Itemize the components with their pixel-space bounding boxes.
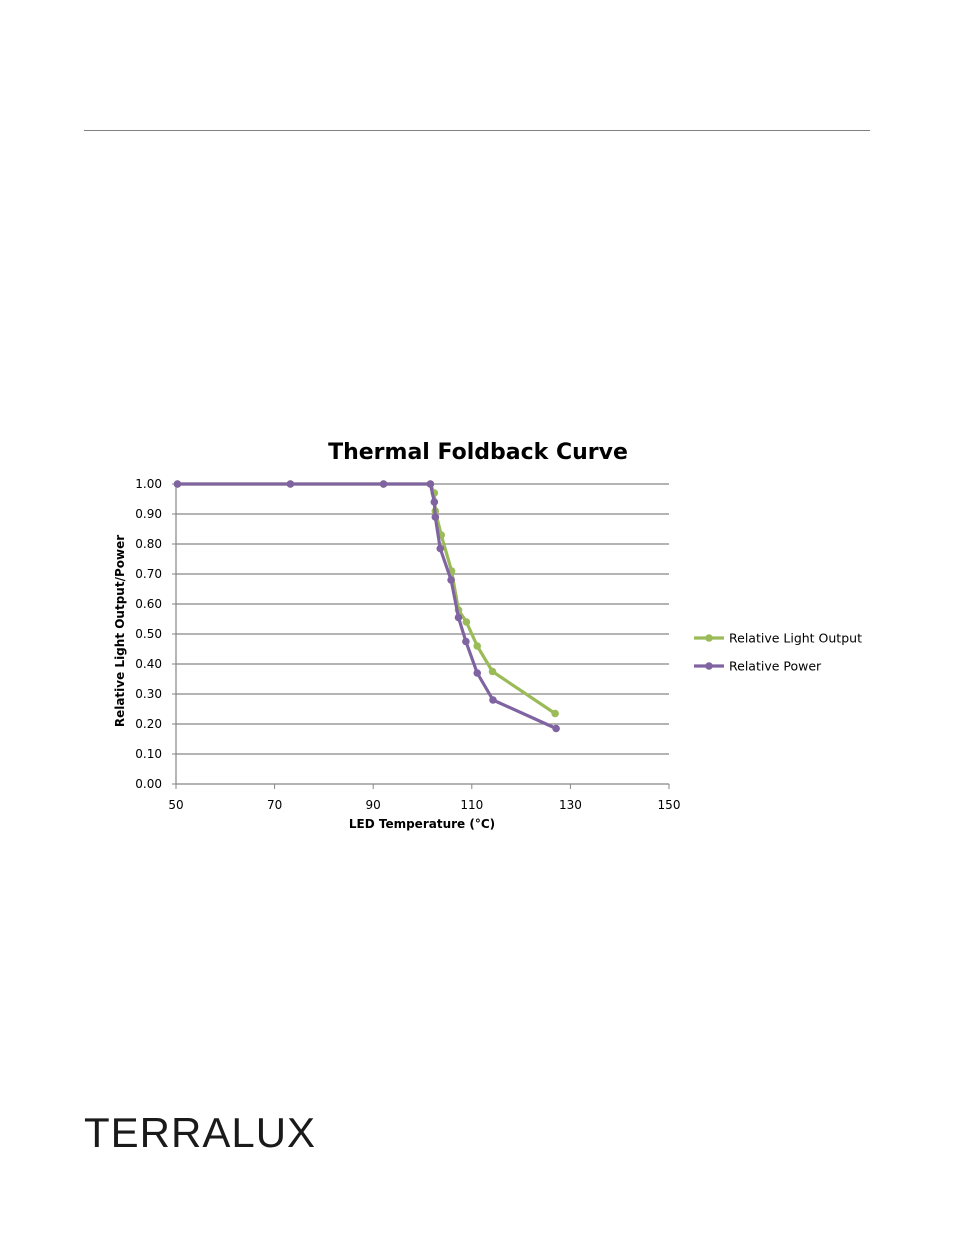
y-tick-labels: 0.00 0.10 0.20 0.30 0.40 0.50 0.60 0.70 0.80 0.90… [135, 477, 162, 791]
series-line [175, 482, 557, 716]
data-point [462, 618, 471, 626]
legend-item: Relative Power [694, 659, 822, 674]
series-1 [173, 480, 559, 718]
legend-item: Relative Light Output [694, 631, 862, 646]
data-point [551, 709, 559, 718]
y-tick-label: 0.30 [135, 687, 162, 701]
series-line [175, 482, 558, 731]
y-tick-label: 0.00 [135, 777, 162, 791]
data-point [426, 480, 435, 488]
x-tick-label: 130 [559, 798, 582, 812]
x-tick-labels: 50 70 90 110 130 150 [168, 798, 680, 812]
data-point [473, 669, 482, 677]
x-tick-label: 50 [168, 798, 183, 812]
header-rule [84, 130, 870, 131]
axes [172, 483, 670, 789]
y-tick-label: 0.50 [135, 627, 162, 641]
data-point [454, 613, 463, 622]
y-tick-label: 0.70 [135, 567, 162, 581]
data-point [447, 576, 455, 584]
y-axis-label: Relative Light Output/Power [113, 535, 127, 727]
legend-swatch-marker [705, 634, 713, 642]
data-point [473, 642, 482, 650]
legend-label: Relative Power [729, 659, 822, 674]
y-tick-label: 1.00 [135, 477, 162, 491]
x-tick-label: 150 [658, 798, 681, 812]
y-tick-label: 0.10 [135, 747, 162, 761]
terralux-logo: TERRALUX [84, 1109, 317, 1156]
data-point [173, 480, 182, 488]
x-tick-label: 70 [267, 798, 282, 812]
gridlines [176, 483, 669, 755]
y-tick-label: 0.90 [135, 507, 162, 521]
y-tick-label: 0.40 [135, 657, 162, 671]
legend: Relative Light Output Relative Power [694, 631, 862, 674]
data-point [436, 544, 445, 553]
data-point [286, 480, 295, 488]
data-point [489, 696, 497, 704]
chart-title: Thermal Foldback Curve [328, 440, 628, 465]
data-point [552, 724, 560, 733]
x-tick-label: 110 [460, 798, 483, 812]
y-tick-label: 0.80 [135, 537, 162, 551]
legend-label: Relative Light Output [729, 631, 862, 646]
data-point [488, 667, 497, 676]
y-tick-label: 0.60 [135, 597, 162, 611]
legend-swatch-marker [705, 662, 713, 670]
data-point [462, 637, 470, 646]
data-point [431, 513, 440, 521]
series-lines [173, 480, 560, 733]
data-point [430, 498, 439, 506]
x-tick-label: 90 [366, 798, 381, 812]
series-2 [173, 480, 560, 733]
x-axis-label: LED Temperature (°C) [349, 817, 495, 831]
data-point [379, 480, 388, 488]
y-tick-label: 0.20 [135, 717, 162, 731]
